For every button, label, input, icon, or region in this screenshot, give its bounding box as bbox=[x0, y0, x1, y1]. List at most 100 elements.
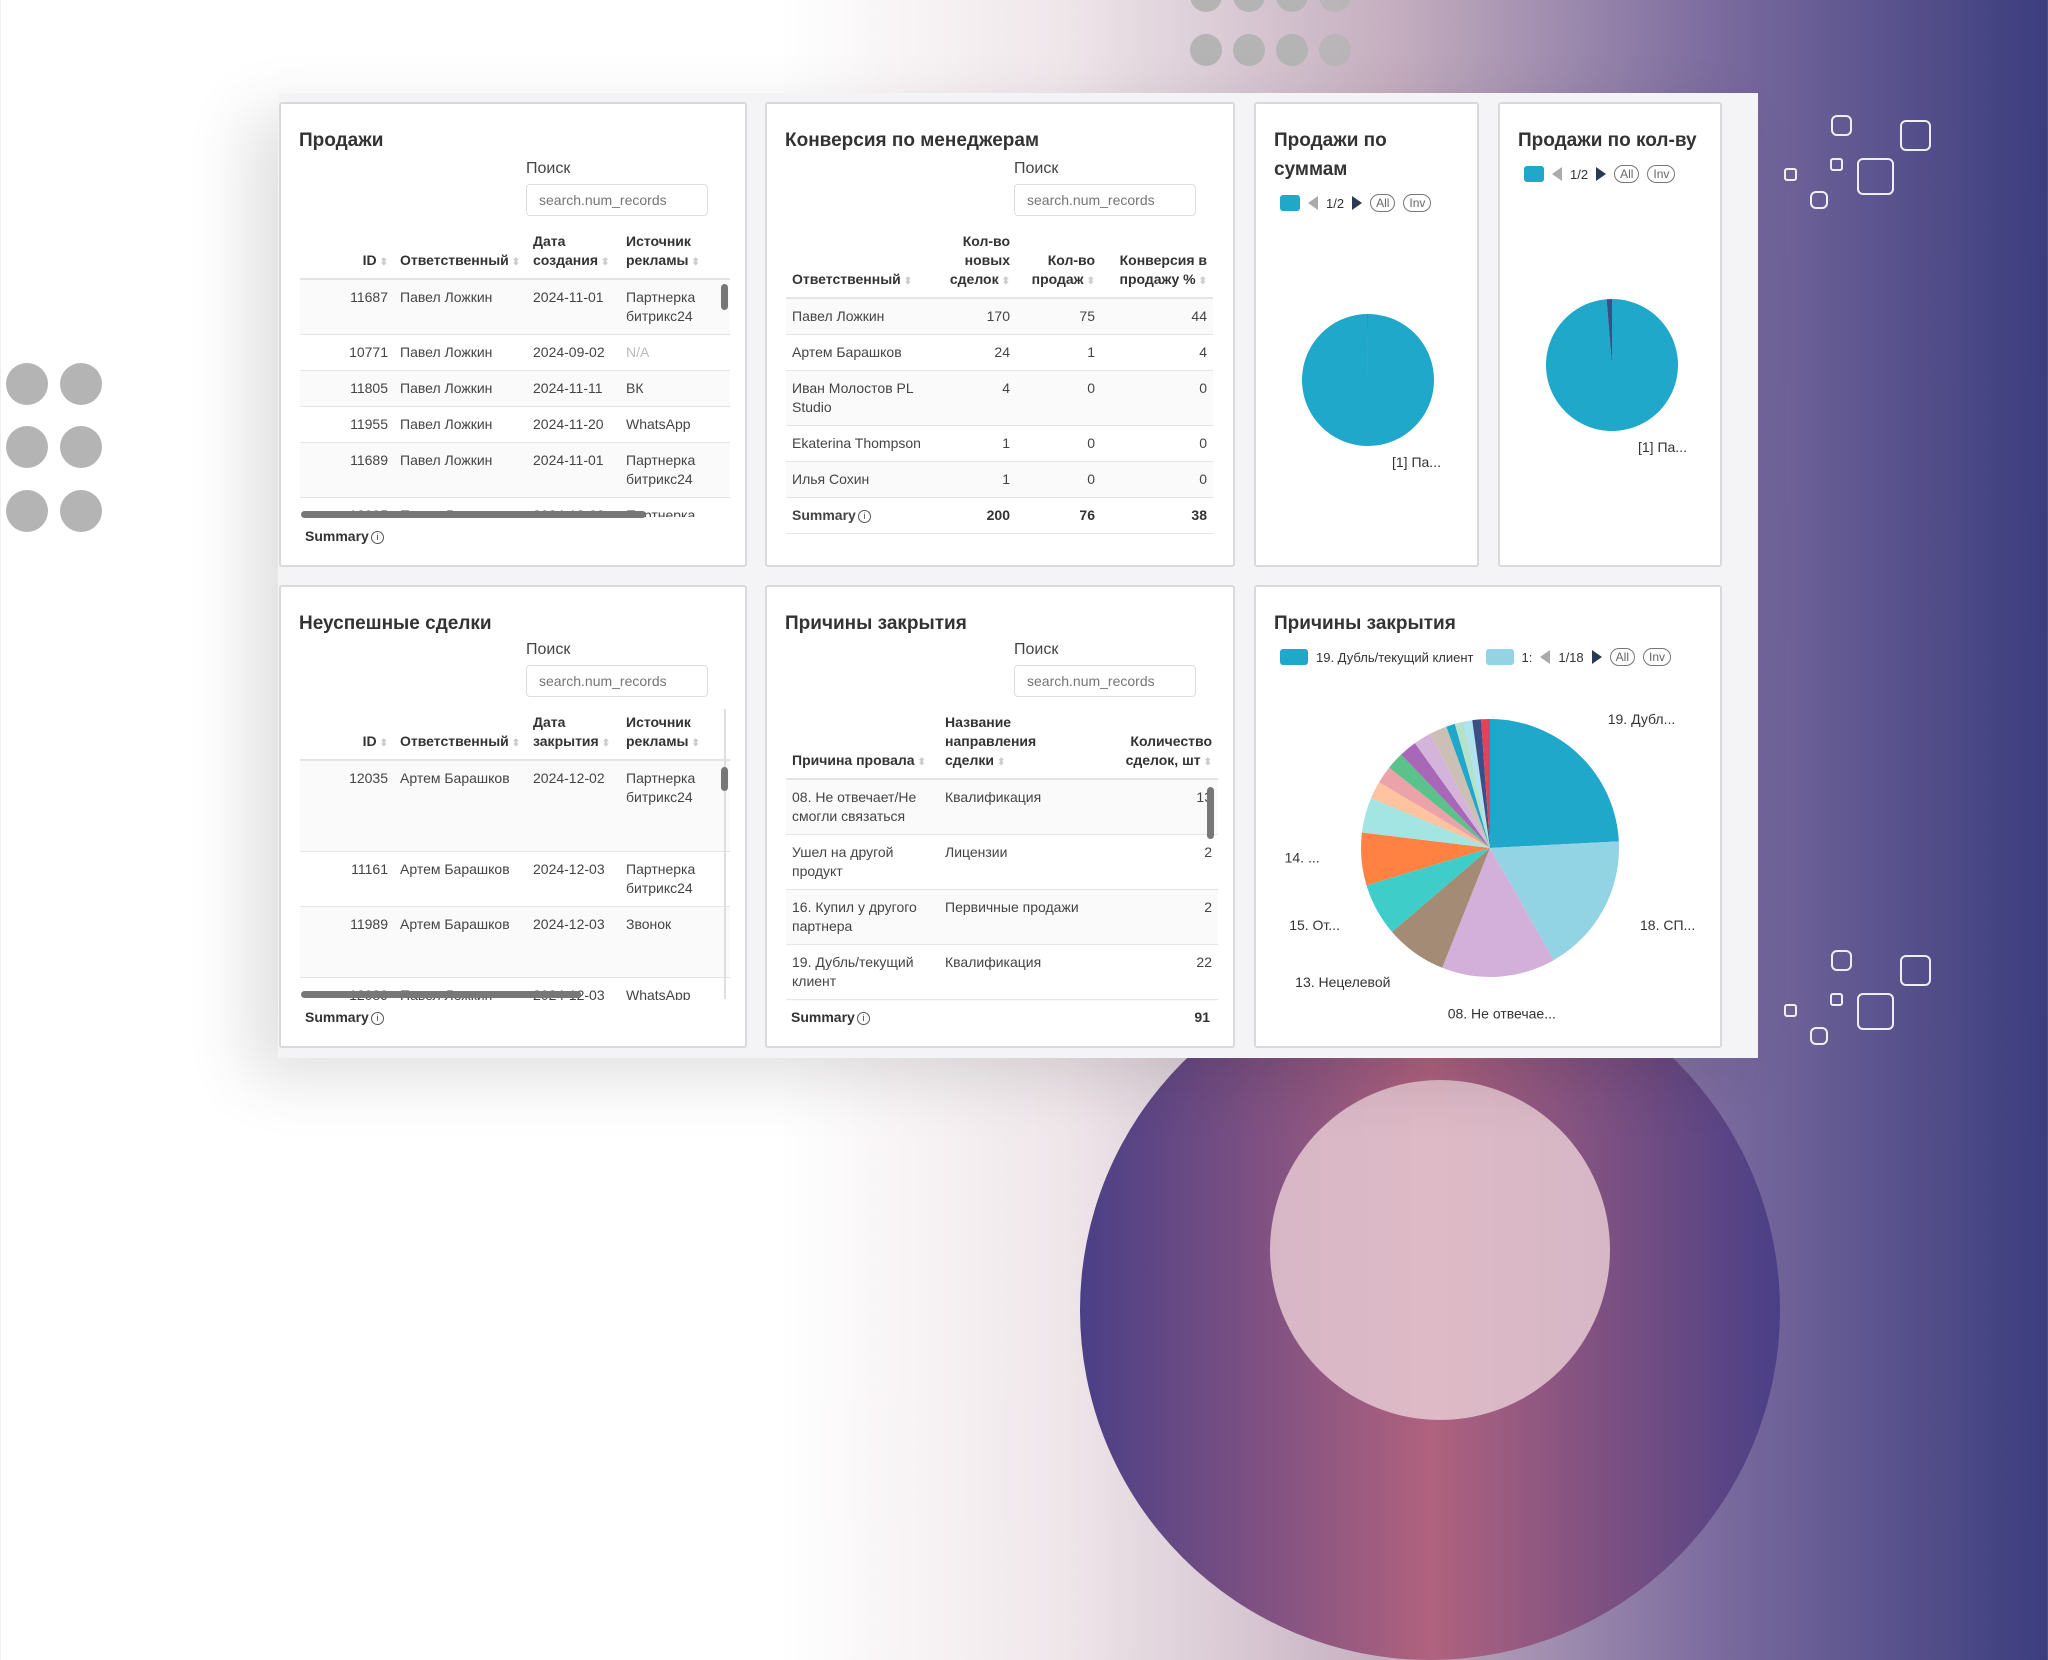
legend-entry[interactable]: 19. Дубль/текущий клиент bbox=[1316, 650, 1474, 665]
pie-chart: 19. Дубл...18. СП...08. Не отвечае...13.… bbox=[1256, 677, 1722, 1037]
pie-slice[interactable] bbox=[1302, 314, 1434, 446]
pie-slice[interactable] bbox=[1490, 719, 1619, 848]
info-icon[interactable]: i bbox=[857, 1012, 870, 1025]
legend-swatch[interactable] bbox=[1280, 649, 1308, 665]
table-cell: 08. Не отвечает/Не смогли связаться bbox=[786, 779, 939, 835]
info-icon[interactable]: i bbox=[858, 510, 871, 523]
close-reasons-table: Причина провала⬍Название направления сде… bbox=[786, 709, 1218, 1001]
table-row[interactable]: 15. ОшибочнаяКвалификация1 bbox=[786, 1000, 1218, 1002]
search-input[interactable] bbox=[526, 665, 708, 697]
legend-entry[interactable]: 1: bbox=[1522, 650, 1533, 665]
legend-swatch[interactable] bbox=[1524, 166, 1544, 182]
column-header-label: Количество сделок, шт bbox=[1126, 733, 1212, 768]
decor-dot bbox=[6, 426, 48, 468]
column-header-label: Кол-во новых сделок bbox=[950, 233, 1010, 287]
search-label: Поиск bbox=[1014, 641, 1058, 659]
decor-square bbox=[1831, 115, 1852, 136]
sales-card: Продажи Поиск ID⬍Ответственный⬍Дата созд… bbox=[279, 102, 747, 567]
sort-icon[interactable]: ⬍ bbox=[918, 757, 926, 768]
column-header[interactable]: Конверсия в продажу %⬍ bbox=[1101, 228, 1213, 298]
column-header[interactable]: Название направления сделки⬍ bbox=[939, 709, 1094, 779]
column-header[interactable]: Ответственный⬍ bbox=[786, 228, 931, 298]
column-header[interactable]: Причина провала⬍ bbox=[786, 709, 939, 779]
legend-prev-icon[interactable] bbox=[1552, 167, 1562, 181]
horizontal-scrollbar[interactable] bbox=[301, 511, 646, 518]
decor-dot bbox=[1319, 34, 1351, 66]
column-header[interactable]: Ответственный⬍ bbox=[394, 228, 527, 279]
sort-icon[interactable]: ⬍ bbox=[1199, 276, 1207, 287]
vertical-scrollbar[interactable] bbox=[721, 767, 728, 791]
chart-legend: 19. Дубль/текущий клиент 1: 1/18 All Inv bbox=[1280, 648, 1671, 666]
column-header[interactable]: Кол-во продаж⬍ bbox=[1016, 228, 1101, 298]
column-header[interactable]: Кол-во новых сделок⬍ bbox=[931, 228, 1016, 298]
legend-swatch[interactable] bbox=[1486, 649, 1514, 665]
vertical-scrollbar[interactable] bbox=[1207, 787, 1214, 839]
sort-icon[interactable]: ⬍ bbox=[997, 757, 1005, 768]
search-input[interactable] bbox=[1014, 184, 1196, 216]
table-cell: 0 bbox=[1016, 371, 1101, 426]
legend-prev-icon[interactable] bbox=[1540, 650, 1550, 664]
column-header[interactable]: ID⬍ bbox=[300, 709, 394, 760]
summary-label: Summary bbox=[791, 1009, 855, 1025]
legend-next-icon[interactable] bbox=[1592, 650, 1602, 664]
sort-icon[interactable]: ⬍ bbox=[1002, 276, 1010, 287]
column-header[interactable]: Ответственный⬍ bbox=[394, 709, 527, 760]
sort-icon[interactable]: ⬍ bbox=[904, 276, 912, 287]
table-cell: 19. Дубль/текущий клиент bbox=[786, 945, 939, 1000]
horizontal-scrollbar[interactable] bbox=[301, 991, 581, 998]
column-header[interactable]: Дата закрытия⬍ bbox=[527, 709, 620, 760]
table-cell: Павел Ложкин bbox=[786, 298, 931, 335]
search-input[interactable] bbox=[526, 184, 708, 216]
sort-icon[interactable]: ⬍ bbox=[692, 738, 700, 749]
legend-next-icon[interactable] bbox=[1596, 167, 1606, 181]
info-icon[interactable]: i bbox=[371, 1012, 384, 1025]
decor-dot bbox=[1276, 0, 1308, 12]
sort-icon[interactable]: ⬍ bbox=[380, 257, 388, 268]
table-cell: 11687 bbox=[300, 279, 394, 335]
sort-icon[interactable]: ⬍ bbox=[601, 257, 609, 268]
pie-slice-label: 08. Не отвечае... bbox=[1448, 1006, 1556, 1022]
sort-icon[interactable]: ⬍ bbox=[512, 257, 520, 268]
pie-chart bbox=[1500, 204, 1722, 564]
table-cell: 11805 bbox=[300, 371, 394, 407]
legend-invert-button[interactable]: Inv bbox=[1643, 648, 1671, 666]
search-input[interactable] bbox=[1014, 665, 1196, 697]
legend-invert-button[interactable]: Inv bbox=[1647, 165, 1675, 183]
column-header[interactable]: Количество сделок, шт⬍ bbox=[1094, 709, 1218, 779]
column-header[interactable]: Источник рекламы⬍ bbox=[620, 228, 730, 279]
sort-icon[interactable]: ⬍ bbox=[512, 738, 520, 749]
vertical-scrollbar[interactable] bbox=[721, 284, 728, 310]
legend-all-button[interactable]: All bbox=[1610, 648, 1635, 666]
info-icon[interactable]: i bbox=[371, 531, 384, 544]
column-header[interactable]: Источник рекламы⬍ bbox=[620, 709, 730, 760]
sort-icon[interactable]: ⬍ bbox=[380, 738, 388, 749]
column-header[interactable]: ID⬍ bbox=[300, 228, 394, 279]
sort-icon[interactable]: ⬍ bbox=[692, 257, 700, 268]
column-header[interactable]: Дата создания⬍ bbox=[527, 228, 620, 279]
sort-icon[interactable]: ⬍ bbox=[1087, 276, 1095, 287]
sort-icon[interactable]: ⬍ bbox=[602, 738, 610, 749]
sort-icon[interactable]: ⬍ bbox=[1204, 757, 1212, 768]
legend-all-button[interactable]: All bbox=[1614, 165, 1639, 183]
decor-dot bbox=[60, 426, 102, 468]
pie-slice[interactable] bbox=[1546, 299, 1678, 431]
table-cell: Партнерка битрикс24 bbox=[620, 760, 730, 851]
